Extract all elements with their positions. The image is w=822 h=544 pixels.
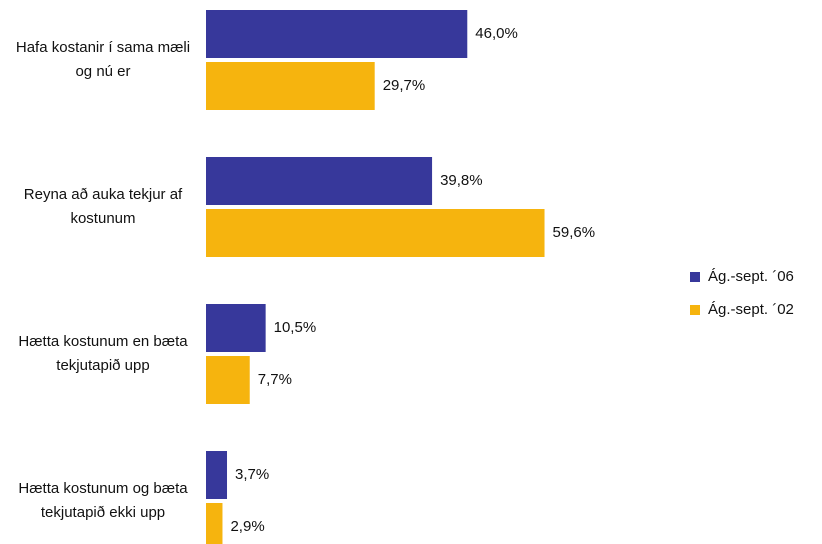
- bar: [206, 62, 375, 110]
- bar: [206, 10, 468, 58]
- value-label: 39,8%: [440, 172, 483, 189]
- legend-swatch: [690, 305, 700, 315]
- bar: [206, 157, 433, 205]
- bar: [206, 209, 545, 257]
- category-label: Reyna að auka tekjur af kostunum: [23, 186, 183, 227]
- value-label: 2,9%: [230, 518, 264, 535]
- bar: [206, 503, 223, 544]
- category-label: Hætta kostunum og bæta tekjutapið ekki u…: [18, 480, 188, 521]
- value-label: 10,5%: [274, 319, 317, 336]
- value-label: 59,6%: [553, 224, 596, 241]
- legend-swatch: [690, 272, 700, 282]
- legend-label: Ág.-sept. ´02: [708, 301, 794, 318]
- value-label: 3,7%: [235, 466, 269, 483]
- value-label: 7,7%: [258, 371, 292, 388]
- bar: [206, 451, 228, 499]
- legend-label: Ág.-sept. ´06: [708, 268, 794, 285]
- value-label: 46,0%: [475, 25, 518, 42]
- bar: [206, 304, 266, 352]
- category-label: Hafa kostanir í sama mæli og nú er: [15, 39, 191, 80]
- value-label: 29,7%: [383, 77, 426, 94]
- bar: [206, 356, 250, 404]
- category-label: Hætta kostunum en bæta tekjutapið upp: [18, 333, 188, 374]
